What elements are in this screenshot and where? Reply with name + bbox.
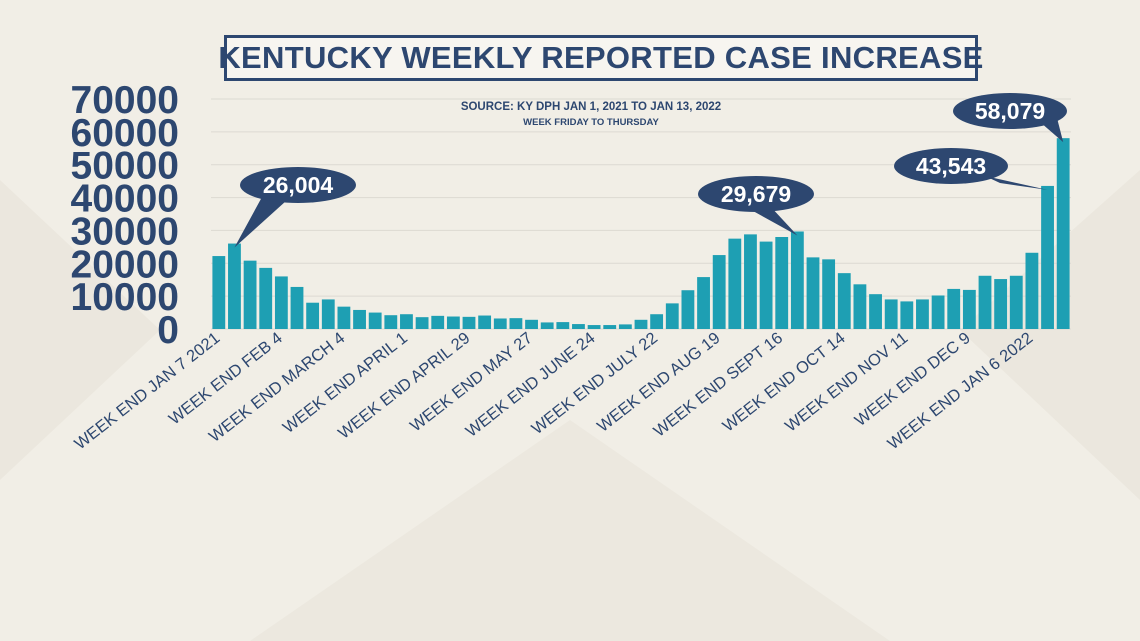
callout: 58,079 (953, 93, 1067, 143)
bar (681, 290, 695, 329)
bar (1041, 185, 1054, 329)
bar (306, 302, 320, 329)
week-definition-line: WEEK FRIDAY TO THURSDAY (523, 117, 659, 128)
y-tick-label: 30000 (71, 210, 179, 253)
bar (697, 277, 710, 329)
bar (759, 241, 773, 329)
callout-bubble (953, 93, 1067, 129)
chart-title-box: KENTUCKY WEEKLY REPORTED CASE INCREASE (218, 35, 983, 81)
bar (775, 237, 789, 329)
bar (884, 299, 898, 329)
bar (368, 312, 382, 329)
bar (259, 267, 273, 329)
bar (634, 319, 648, 329)
bar (446, 316, 460, 329)
bar (744, 234, 757, 329)
bar (337, 306, 351, 329)
bar (525, 319, 538, 329)
bar (978, 275, 992, 329)
bar (540, 322, 554, 329)
bar (712, 255, 726, 329)
bar (1025, 252, 1039, 329)
bar (947, 288, 961, 329)
bar (478, 315, 492, 329)
bar (572, 324, 585, 329)
bar (962, 289, 976, 329)
bar (931, 295, 945, 329)
bar (212, 256, 226, 329)
bar (869, 294, 882, 329)
callout: 26,004 (234, 167, 356, 248)
bar (853, 284, 867, 329)
source-line: SOURCE: KY DPH JAN 1, 2021 TO JAN 13, 20… (460, 101, 722, 113)
bar (1056, 138, 1070, 329)
bar (431, 315, 445, 329)
y-tick-label: 50000 (71, 145, 179, 188)
gridlines (211, 98, 1071, 330)
source-note: SOURCE: KY DPH JAN 1, 2021 TO JAN 13, 20… (360, 99, 822, 131)
bar (321, 299, 335, 329)
bar (650, 314, 664, 329)
y-tick-label: 10000 (71, 276, 179, 319)
y-tick-label: 0 (157, 309, 179, 352)
bar (415, 317, 429, 329)
x-tick-label: WEEK END DEC 9 (851, 329, 973, 430)
callouts: 26,004 29,679 43,543 58,079 (234, 93, 1067, 248)
data-label: 26,004 (263, 172, 334, 198)
callout-bubble (240, 167, 356, 203)
bar (290, 286, 304, 329)
bar (618, 324, 632, 329)
data-label: 43,543 (916, 153, 986, 179)
bar (243, 260, 257, 329)
bar (822, 259, 836, 329)
callout-pointer (744, 206, 798, 236)
bar (1009, 275, 1023, 329)
callout-bubble (894, 148, 1008, 184)
bar (400, 314, 413, 329)
y-tick-label: 40000 (71, 178, 179, 221)
y-tick-label: 20000 (71, 243, 179, 286)
bar (790, 231, 804, 329)
data-label: 58,079 (975, 98, 1045, 124)
bar (493, 318, 507, 329)
bar (509, 318, 523, 329)
callout: 29,679 (698, 176, 814, 236)
bar (603, 325, 617, 329)
callout-pointer (234, 197, 286, 248)
chart-title: KENTUCKY WEEKLY REPORTED CASE INCREASE (218, 40, 984, 75)
callout: 43,543 (894, 148, 1048, 190)
bar (665, 303, 679, 329)
callout-pointer (985, 176, 1048, 190)
x-tick-label: WEEK END NOV 11 (782, 329, 911, 436)
callout-bubble (698, 176, 814, 212)
bar (384, 315, 398, 329)
bar (916, 299, 929, 329)
bar (728, 238, 742, 329)
x-tick-label: WEEK END FEB 4 (166, 329, 286, 428)
y-tick-label: 60000 (71, 112, 179, 155)
bar (837, 273, 851, 329)
bar (462, 316, 476, 329)
bar (900, 301, 914, 329)
bar (806, 257, 820, 329)
bar (994, 279, 1008, 329)
bar (274, 276, 288, 329)
bar (587, 325, 601, 329)
bar (228, 243, 241, 329)
data-label: 29,679 (721, 181, 791, 207)
bar (556, 322, 570, 329)
y-tick-label: 70000 (71, 79, 179, 122)
bars (212, 138, 1070, 329)
bar (353, 309, 366, 329)
